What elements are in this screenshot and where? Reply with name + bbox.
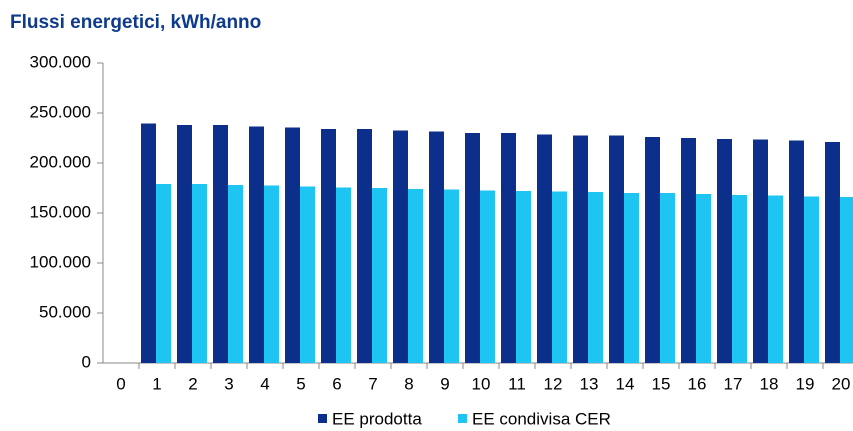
- bar: [300, 186, 315, 363]
- legend-label: EE condivisa CER: [472, 409, 611, 428]
- bar: [840, 197, 853, 363]
- bar: [249, 126, 264, 363]
- bar: [681, 138, 696, 363]
- bar: [501, 133, 516, 363]
- legend-label: EE prodotta: [332, 409, 422, 428]
- bar: [825, 142, 840, 363]
- bar: [789, 140, 804, 363]
- bar: [372, 188, 387, 363]
- bar: [624, 193, 639, 363]
- bar: [336, 187, 351, 363]
- y-tick-label: 0: [82, 352, 91, 371]
- bar: [357, 129, 372, 363]
- bar: [465, 133, 480, 363]
- bar: [177, 125, 192, 363]
- bar: [228, 185, 243, 363]
- x-tick-label: 11: [508, 374, 526, 393]
- bar: [192, 184, 207, 363]
- x-tick-label: 8: [404, 374, 413, 393]
- bar: [804, 196, 819, 363]
- y-tick-label: 50.000: [39, 302, 91, 321]
- bar: [717, 139, 732, 363]
- bar: [552, 191, 567, 363]
- x-tick-label: 2: [188, 374, 197, 393]
- x-tick-label: 19: [796, 374, 815, 393]
- bar: [408, 189, 423, 363]
- bar: [537, 134, 552, 363]
- y-tick-label: 150.000: [30, 202, 91, 221]
- bar: [141, 123, 156, 363]
- bar: [696, 194, 711, 363]
- bar: [480, 190, 495, 363]
- x-tick-label: 18: [760, 374, 779, 393]
- x-tick-label: 7: [368, 374, 377, 393]
- x-tick-label: 14: [616, 374, 635, 393]
- legend-swatch: [458, 414, 467, 423]
- bar: [516, 191, 531, 363]
- y-tick-label: 200.000: [30, 152, 91, 171]
- x-tick-label: 10: [472, 374, 491, 393]
- x-tick-label: 13: [580, 374, 599, 393]
- bar: [429, 131, 444, 363]
- x-tick-label: 16: [688, 374, 707, 393]
- x-tick-label: 0: [116, 374, 125, 393]
- x-tick-label: 12: [544, 374, 563, 393]
- y-tick-label: 100.000: [30, 252, 91, 271]
- bar: [768, 195, 783, 363]
- chart-title: Flussi energetici, kWh/anno: [10, 12, 261, 33]
- x-tick-label: 17: [724, 374, 743, 393]
- x-tick-label: 4: [260, 374, 269, 393]
- x-tick-label: 3: [224, 374, 233, 393]
- x-tick-label: 20: [832, 374, 851, 393]
- bar: [213, 125, 228, 363]
- bar: [660, 193, 675, 363]
- x-tick-label: 1: [152, 374, 161, 393]
- bar: [321, 129, 336, 363]
- x-tick-label: 5: [296, 374, 305, 393]
- legend-swatch: [318, 414, 327, 423]
- x-tick-label: 9: [440, 374, 449, 393]
- bar: [588, 192, 603, 363]
- bar: [264, 185, 279, 363]
- x-tick-label: 15: [652, 374, 671, 393]
- bar: [285, 127, 300, 363]
- bar: [609, 135, 624, 363]
- bar: [645, 137, 660, 363]
- bar: [753, 139, 768, 363]
- y-tick-label: 300.000: [30, 52, 91, 71]
- bar: [732, 195, 747, 363]
- bar: [444, 189, 459, 363]
- y-tick-label: 250.000: [30, 102, 91, 121]
- bar: [573, 135, 588, 363]
- bar: [393, 130, 408, 363]
- bar: [156, 184, 171, 363]
- x-tick-label: 6: [332, 374, 341, 393]
